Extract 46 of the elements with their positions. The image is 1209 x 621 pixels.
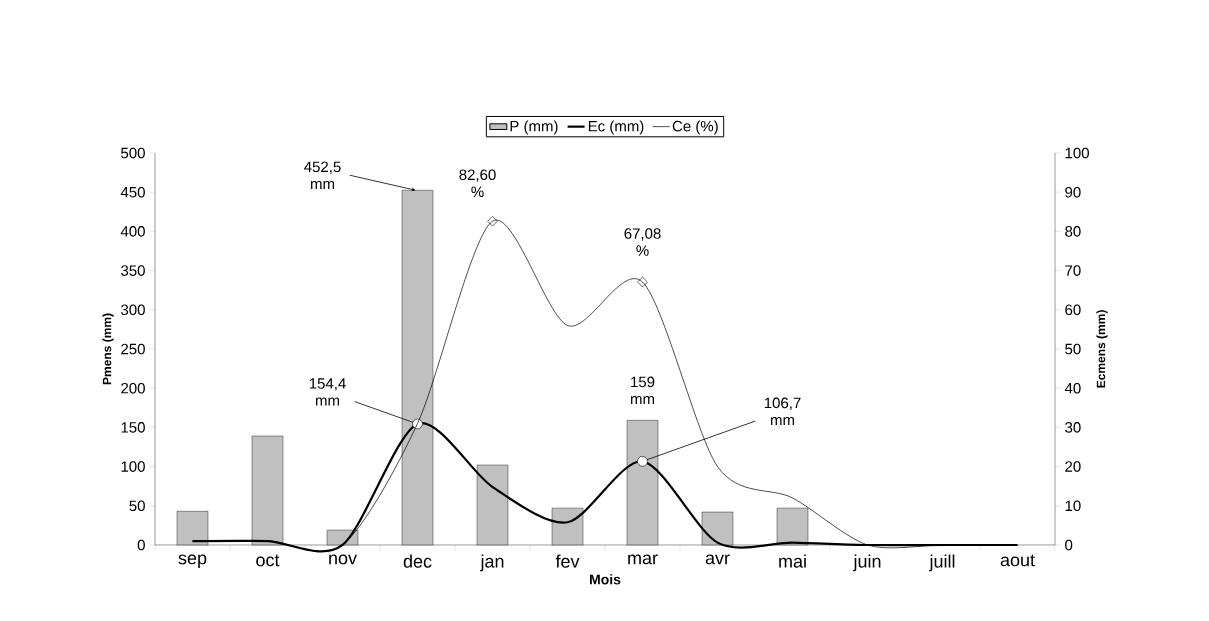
y2-tick-label: 70 (1065, 265, 1081, 276)
y2-tick-label: 0 (1065, 539, 1073, 551)
y2-tick-label: 20 (1065, 461, 1081, 472)
y2-tick-label: 30 (1065, 422, 1081, 433)
x-tick-label: mar (628, 554, 658, 565)
annotation: 159 mm (631, 376, 655, 405)
y2-axis-title: Ecmens (mm) (1096, 310, 1108, 388)
x-tick-label: mai (779, 554, 806, 568)
x-tick-label: dec (403, 554, 432, 568)
x-tick-label: juin (853, 554, 881, 572)
annotation: 452,5 mm (304, 161, 341, 189)
y-tick-label: 200 (121, 382, 145, 394)
y-tick-label: 100 (121, 461, 145, 472)
annotation: 67,08 % (624, 228, 661, 256)
y2-tick-label: 10 (1065, 500, 1081, 512)
x-tick-label: juill (929, 554, 955, 572)
legend-label: Ce (%) (672, 120, 718, 135)
x-tick-label: oct (256, 554, 280, 567)
y2-tick-label: 90 (1065, 186, 1081, 198)
y2-tick-label: 50 (1065, 343, 1081, 355)
annotation: 106,7 mm (764, 397, 801, 426)
y-tick-label: 50 (129, 500, 145, 512)
legend-label: Ec (mm) (588, 120, 644, 135)
legend-label: P (mm) (510, 120, 558, 135)
x-tick-label: fev (555, 554, 580, 568)
y2-tick-label: 40 (1064, 382, 1081, 394)
x-tick-label: jan (480, 554, 504, 572)
y-tick-label: 400 (120, 226, 145, 237)
y2-tick-label: 60 (1065, 304, 1081, 316)
x-axis-title: Mois (590, 574, 621, 585)
y-tick-label: 300 (121, 304, 145, 316)
y2-tick-label: 80 (1065, 226, 1081, 237)
x-tick-label: sep (178, 554, 207, 568)
y-tick-label: 0 (137, 539, 145, 551)
y-tick-label: 500 (121, 147, 145, 159)
y-tick-label: 150 (121, 422, 145, 433)
annotation: 82,60 % (459, 169, 496, 197)
x-tick-label: aout (1000, 554, 1035, 567)
y2-tick-label: 100 (1065, 147, 1089, 159)
x-tick-label: avr (705, 554, 730, 565)
y-tick-label: 350 (121, 265, 145, 276)
x-tick-label: nov (329, 554, 357, 565)
y-tick-label: 450 (120, 186, 145, 198)
y-tick-label: 250 (121, 343, 145, 355)
annotation: 154,4 mm (309, 378, 346, 406)
y-axis-title: Pmens (mm) (102, 313, 114, 385)
